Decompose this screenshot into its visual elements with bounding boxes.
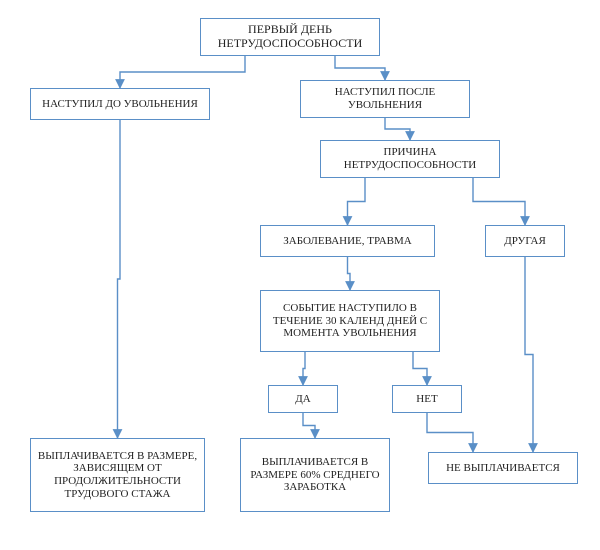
node-no: НЕТ: [392, 385, 462, 413]
node-label: СОБЫТИЕ НАСТУПИЛО В ТЕЧЕНИЕ 30 КАЛЕНД ДН…: [267, 302, 433, 340]
node-other: ДРУГАЯ: [485, 225, 565, 257]
node-label: НЕТ: [416, 393, 437, 406]
node-label: НЕ ВЫПЛАЧИВАЕТСЯ: [446, 462, 560, 475]
edge-left1-outLeft: [118, 120, 121, 438]
node-out60: ВЫПЛАЧИВАЕТСЯ В РАЗМЕРЕ 60% СРЕДНЕГО ЗАР…: [240, 438, 390, 512]
node-outLeft: ВЫПЛАЧИВАЕТСЯ В РАЗМЕРЕ, ЗАВИСЯЩЕМ ОТ ПР…: [30, 438, 205, 512]
node-label: ВЫПЛАЧИВАЕТСЯ В РАЗМЕРЕ 60% СРЕДНЕГО ЗАР…: [247, 456, 383, 494]
edge-within30-yes: [303, 352, 305, 385]
node-label: ПЕРВЫЙ ДЕНЬ НЕТРУДОСПОСОБНОСТИ: [207, 23, 373, 51]
flowchart-stage: ПЕРВЫЙ ДЕНЬ НЕТРУДОСПОСОБНОСТИ НАСТУПИЛ Д…: [0, 0, 600, 550]
node-label: НАСТУПИЛ ПОСЛЕ УВОЛЬНЕНИЯ: [307, 86, 463, 111]
edge-reason-other: [473, 178, 525, 225]
node-label: ВЫПЛАЧИВАЕТСЯ В РАЗМЕРЕ, ЗАВИСЯЩЕМ ОТ ПР…: [37, 450, 198, 501]
node-label: ДРУГАЯ: [504, 235, 546, 248]
node-within30: СОБЫТИЕ НАСТУПИЛО В ТЕЧЕНИЕ 30 КАЛЕНД ДН…: [260, 290, 440, 352]
edge-illness-within30: [348, 257, 351, 290]
edge-root-right1: [335, 56, 385, 80]
node-left1: НАСТУПИЛ ДО УВОЛЬНЕНИЯ: [30, 88, 210, 120]
node-reason: ПРИЧИНА НЕТРУДОСПОСОБНОСТИ: [320, 140, 500, 178]
node-root: ПЕРВЫЙ ДЕНЬ НЕТРУДОСПОСОБНОСТИ: [200, 18, 380, 56]
edge-no-outNo: [427, 413, 473, 452]
node-illness: ЗАБОЛЕВАНИЕ, ТРАВМА: [260, 225, 435, 257]
edge-yes-out60: [303, 413, 315, 438]
node-outNo: НЕ ВЫПЛАЧИВАЕТСЯ: [428, 452, 578, 484]
node-label: ЗАБОЛЕВАНИЕ, ТРАВМА: [283, 235, 411, 248]
node-label: НАСТУПИЛ ДО УВОЛЬНЕНИЯ: [42, 98, 198, 111]
edge-other-outNo: [525, 257, 533, 452]
node-right1: НАСТУПИЛ ПОСЛЕ УВОЛЬНЕНИЯ: [300, 80, 470, 118]
node-label: ДА: [295, 393, 310, 406]
edge-root-left1: [120, 56, 245, 88]
edge-reason-illness: [348, 178, 366, 225]
node-yes: ДА: [268, 385, 338, 413]
edge-within30-no: [413, 352, 427, 385]
edge-right1-reason: [385, 118, 410, 140]
node-label: ПРИЧИНА НЕТРУДОСПОСОБНОСТИ: [327, 146, 493, 171]
